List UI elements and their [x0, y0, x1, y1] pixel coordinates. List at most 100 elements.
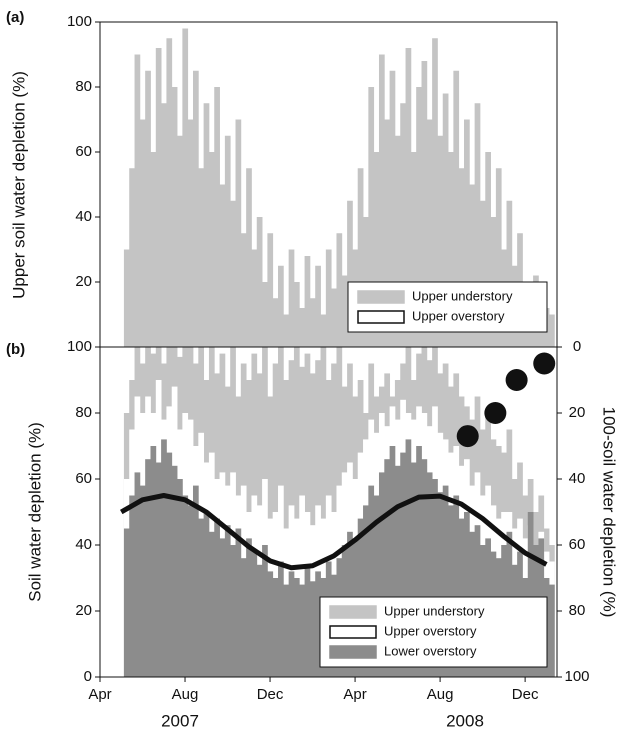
bar [363, 505, 369, 677]
bar [357, 168, 364, 347]
y2-axis-title: 100-soil water depletion (%) [600, 407, 619, 618]
bar [421, 459, 428, 677]
bar [448, 505, 454, 677]
bar [299, 308, 305, 347]
bar [283, 584, 290, 677]
bar [166, 38, 173, 347]
y-tick-label: 60 [75, 143, 92, 160]
bar [410, 152, 417, 347]
x-tick-label: Dec [257, 686, 284, 703]
bar [405, 48, 412, 347]
bar [155, 48, 162, 347]
bar [378, 54, 385, 347]
bar [416, 87, 422, 347]
bar [373, 152, 380, 347]
plot-frame [99, 346, 558, 678]
bar [485, 152, 491, 347]
bar [549, 584, 555, 677]
bar [336, 233, 343, 347]
year-label: 2007 [161, 711, 199, 730]
bar [235, 119, 242, 347]
bar [416, 446, 422, 677]
bar [134, 472, 141, 677]
bar [288, 571, 295, 677]
y2-tick-label: 40 [569, 470, 586, 487]
bar [384, 459, 391, 677]
bar [389, 446, 396, 677]
x-tick-label: Aug [427, 686, 454, 703]
bar [240, 558, 247, 677]
bar [272, 578, 279, 677]
bar [187, 119, 194, 347]
bar [288, 249, 295, 347]
bar [214, 87, 220, 347]
bar [150, 446, 157, 677]
y-tick-label: 40 [75, 536, 92, 553]
bar [421, 61, 428, 347]
bar [208, 531, 215, 677]
bar [474, 103, 481, 347]
bar [389, 70, 396, 347]
bar [182, 28, 189, 347]
bar [394, 465, 401, 677]
bar [437, 492, 444, 677]
bar [384, 119, 391, 347]
bar [251, 551, 258, 677]
y-tick-label: 60 [75, 470, 92, 487]
bar [299, 584, 305, 677]
bar [304, 568, 311, 677]
bar [373, 495, 380, 677]
bar [442, 485, 449, 677]
bar [400, 452, 406, 677]
bar [405, 439, 412, 677]
bar [278, 561, 284, 677]
bar [139, 119, 146, 347]
bar [448, 152, 454, 347]
bar [267, 571, 274, 677]
bar [278, 265, 284, 347]
bar [453, 495, 460, 677]
bar [230, 200, 236, 347]
y-tick-label: 80 [75, 404, 92, 421]
bar [293, 347, 300, 677]
y2-tick-label: 60 [569, 536, 586, 553]
bar [315, 265, 321, 347]
bar [262, 545, 268, 677]
bar [145, 459, 151, 677]
y2-tick-label: 0 [573, 338, 581, 355]
bar [347, 200, 353, 347]
bar [309, 298, 316, 347]
bar [368, 87, 375, 347]
bar [527, 512, 534, 677]
bar [214, 518, 220, 677]
bar [304, 256, 311, 347]
legend-label: Lower overstory [384, 643, 477, 658]
bar [331, 288, 337, 347]
bar [150, 152, 157, 347]
bar [123, 249, 130, 347]
bar [315, 571, 321, 677]
bar [432, 38, 438, 347]
bar [293, 282, 300, 347]
y2-tick-label: 80 [569, 602, 586, 619]
legend-swatch [329, 605, 377, 619]
bar [320, 347, 327, 677]
bar [198, 168, 205, 347]
bar [432, 479, 438, 677]
y-tick-label: 100 [67, 338, 92, 355]
bar [192, 70, 199, 347]
bar [325, 249, 332, 347]
bar [495, 168, 502, 347]
bar [506, 200, 513, 347]
bar [453, 70, 460, 347]
y-axis-title: Soil water depletion (%) [25, 422, 44, 602]
bar [139, 485, 146, 677]
bar [161, 439, 167, 677]
y-tick-label: 20 [75, 602, 92, 619]
bar [368, 485, 375, 677]
bar [426, 119, 433, 347]
bar [166, 452, 173, 677]
bar [145, 70, 151, 347]
bar [235, 528, 242, 677]
